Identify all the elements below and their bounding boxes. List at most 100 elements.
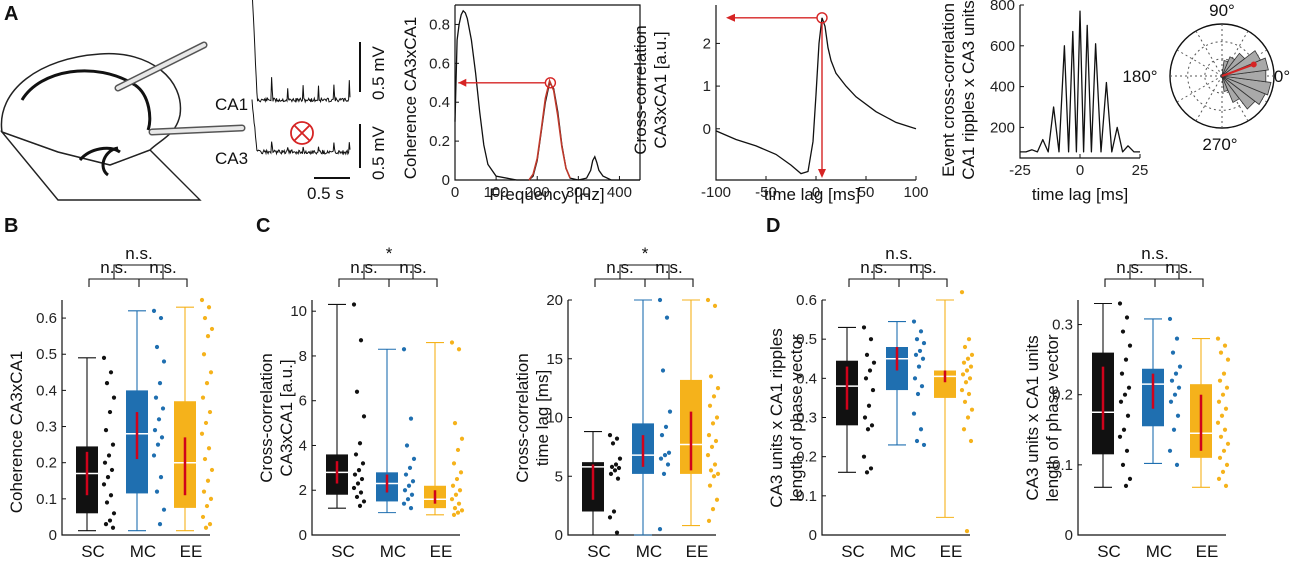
box-data-point bbox=[358, 490, 364, 495]
box-data-point bbox=[405, 497, 411, 502]
box-ytick-label: 0 bbox=[809, 527, 817, 544]
crosscorr-xtick-label: -100 bbox=[701, 184, 731, 201]
box-data-point bbox=[609, 464, 615, 469]
coherence-ylabel: Coherence CA3xCA1 bbox=[401, 17, 420, 180]
box-data-point bbox=[161, 359, 167, 364]
box-data-point bbox=[920, 356, 926, 361]
box-data-point bbox=[607, 433, 613, 438]
box-units-ylabel-1: CA3 units x CA1 units bbox=[1023, 335, 1042, 500]
box-data-point bbox=[408, 416, 414, 421]
box-ytick-label: 0.2 bbox=[1052, 387, 1073, 404]
box-ytick-label: 10 bbox=[546, 410, 563, 427]
box-data-point bbox=[616, 465, 622, 471]
box-data-point bbox=[209, 467, 215, 473]
box-data-point bbox=[204, 381, 210, 386]
polar-histogram-bin bbox=[1221, 60, 1229, 77]
box-data-point bbox=[1121, 427, 1127, 432]
polar-label-270: 270° bbox=[1202, 135, 1237, 154]
box-data-point bbox=[455, 510, 461, 515]
box-data-point bbox=[964, 528, 970, 534]
coherence-frame bbox=[455, 4, 641, 180]
box-data-point bbox=[352, 472, 358, 477]
box-ripple-ylabel-2: length of phase vector bbox=[787, 334, 806, 502]
sig-label-left: n.s. bbox=[606, 258, 633, 277]
box-data-point bbox=[452, 420, 458, 426]
box-data-point bbox=[202, 456, 208, 462]
box-ytick-label: 0 bbox=[49, 527, 57, 544]
box-data-point bbox=[104, 381, 110, 386]
box-data-point bbox=[351, 302, 357, 307]
event-ylabel-1: Event cross-correlation bbox=[939, 3, 958, 177]
crosscorr-xtick-label: 0 bbox=[812, 184, 820, 201]
box-data-point bbox=[156, 417, 162, 422]
box-data-point bbox=[964, 368, 970, 373]
box-data-point bbox=[1224, 385, 1230, 390]
polar-spoke bbox=[1176, 49, 1223, 77]
box-data-point bbox=[1167, 316, 1173, 322]
box-data-point bbox=[104, 500, 110, 505]
box-data-point bbox=[614, 530, 620, 535]
box-data-point bbox=[662, 453, 668, 458]
box-ytick-label: 0.4 bbox=[36, 382, 57, 399]
box-coherence-ylabel: Coherence CA3xCA1 bbox=[7, 351, 26, 514]
sig-label-left: n.s. bbox=[1116, 258, 1143, 277]
box-ytick-label: 0.6 bbox=[796, 292, 817, 309]
box-data-point bbox=[663, 424, 669, 429]
box-data-point bbox=[961, 360, 967, 365]
box-data-point bbox=[705, 297, 711, 303]
box-data-point bbox=[1125, 413, 1131, 418]
panel-label-a: A bbox=[4, 3, 18, 25]
box-data-point bbox=[708, 374, 714, 379]
box-crosscorr-ylabel-2: CA3xCA1 [a.u.] bbox=[277, 359, 296, 476]
box-category-label: EE bbox=[940, 542, 963, 561]
box-data-point bbox=[665, 462, 671, 467]
box-data-point bbox=[1175, 413, 1181, 418]
box-data-point bbox=[715, 471, 721, 476]
box-data-point bbox=[914, 337, 920, 342]
box-data-point bbox=[1174, 462, 1180, 467]
box-data-point bbox=[205, 334, 211, 339]
box-data-point bbox=[959, 387, 965, 393]
box-data-point bbox=[204, 503, 210, 509]
box-data-point bbox=[660, 368, 666, 373]
box-data-point bbox=[866, 403, 872, 408]
box-category-label: SC bbox=[331, 542, 355, 561]
box-ytick-label: 0.3 bbox=[1052, 317, 1073, 334]
box-data-point bbox=[1215, 336, 1221, 341]
box-data-point bbox=[1173, 371, 1179, 376]
box-data-point bbox=[1127, 476, 1133, 481]
coherence-xtick-label: 100 bbox=[484, 184, 509, 201]
box-ytick-label: 2 bbox=[299, 482, 307, 499]
box-data-point bbox=[154, 344, 160, 350]
box-data-point bbox=[359, 476, 365, 482]
coherence-xtick-label: 400 bbox=[607, 184, 632, 201]
box-data-point bbox=[861, 325, 867, 330]
box-data-point bbox=[667, 409, 673, 414]
boxplot-unit-phase-vector: CA3 units x CA1 units length of phase ve… bbox=[1023, 244, 1231, 561]
box-data-point bbox=[1217, 378, 1223, 383]
box-ytick-label: 0.5 bbox=[36, 346, 57, 363]
lfp-traces: CA1 CA3 0.5 mV 0.5 mV 0.5 s bbox=[215, 0, 388, 203]
sig-label-right: n.s. bbox=[1165, 258, 1192, 277]
box-data-point bbox=[153, 395, 159, 400]
box-data-point bbox=[664, 315, 670, 320]
crosscorr-xtick-label: -50 bbox=[755, 184, 777, 201]
box-data-point bbox=[358, 338, 364, 343]
box-data-point bbox=[459, 508, 465, 513]
box-data-point bbox=[968, 364, 974, 369]
box-data-point bbox=[918, 427, 924, 432]
box-data-point bbox=[411, 456, 417, 462]
box-data-point bbox=[1170, 350, 1176, 355]
box-data-point bbox=[459, 436, 465, 441]
box-data-point bbox=[864, 352, 870, 357]
event-crosscorrelation-chart: Event cross-correlation CA1 ripples x CA… bbox=[939, 0, 1148, 204]
box-data-point bbox=[968, 438, 974, 444]
sig-label-left: n.s. bbox=[860, 258, 887, 277]
box-data-point bbox=[357, 441, 363, 446]
box-data-point bbox=[966, 337, 972, 342]
box-data-point bbox=[709, 444, 715, 449]
sig-label-right: n.s. bbox=[399, 258, 426, 277]
panel-label-d: D bbox=[766, 215, 780, 237]
polar-label-90: 90° bbox=[1209, 1, 1235, 20]
